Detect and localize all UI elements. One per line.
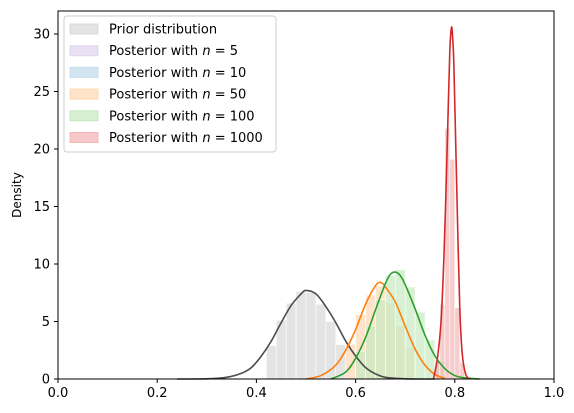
legend-swatch [69, 66, 99, 78]
histogram-bar-series-0 [266, 345, 277, 380]
legend-swatch [69, 23, 99, 35]
y-tick-label: 10 [33, 258, 50, 273]
histogram-bar-series-5 [454, 307, 461, 380]
histogram-bar-series-0 [285, 302, 297, 380]
y-tick-label: 15 [33, 200, 50, 215]
legend-n-variable: n [202, 88, 210, 103]
legend-n-variable: n [202, 131, 210, 146]
legend-swatch [69, 45, 99, 57]
x-tick-label: 0.0 [48, 386, 69, 401]
x-tick-label: 0.6 [345, 386, 366, 401]
x-tick-label: 1.0 [544, 386, 565, 401]
histogram-bar-series-0 [315, 303, 327, 380]
legend-box [63, 15, 277, 153]
y-tick-label: 25 [33, 85, 50, 100]
legend-swatch [69, 132, 99, 143]
histogram-bar-series-5 [449, 159, 456, 380]
legend-entry: Posterior with n = 50 [109, 88, 246, 103]
y-tick-label: 20 [33, 143, 50, 158]
y-tick-label: 0 [42, 373, 50, 388]
x-tick-label: 0.2 [147, 386, 168, 401]
histogram-bar-series-0 [305, 292, 317, 380]
y-axis-label: Density [10, 172, 24, 218]
legend-n-variable: n [202, 66, 210, 81]
histogram-bar-series-4 [404, 286, 416, 380]
legend-swatch [69, 110, 99, 122]
legend-entry: Posterior with n = 100 [109, 109, 255, 124]
histogram-bar-series-4 [385, 275, 396, 380]
legend-entry: Posterior with n = 1000 [109, 131, 263, 146]
density-curve-layer [177, 26, 480, 380]
histogram-bar-series-4 [375, 299, 386, 380]
legend-swatch [69, 88, 99, 100]
y-axis: 0 5 10 15 20 25 30 [33, 28, 58, 388]
density-curve-series-5 [432, 26, 471, 380]
legend: Prior distribution Posterior with n = 5 Po… [63, 15, 277, 153]
x-axis: 0.0 0.2 0.4 0.6 0.8 1.0 [48, 379, 565, 401]
histogram-bar-series-0 [295, 291, 307, 380]
legend-entry: Prior distribution [109, 23, 217, 38]
x-tick-label: 0.4 [246, 386, 267, 401]
plot-frame [57, 10, 555, 380]
density-curve-series-3 [305, 281, 446, 380]
density-curve-series-4 [330, 271, 480, 380]
y-tick-label: 5 [42, 315, 50, 330]
legend-entry: Posterior with n = 10 [109, 66, 246, 81]
x-tick-label: 0.8 [444, 386, 465, 401]
density-curve-series-0 [177, 289, 435, 380]
legend-n-variable: n [202, 44, 210, 59]
legend-entry: Posterior with n = 5 [109, 44, 238, 59]
legend-n-variable: n [202, 109, 210, 124]
y-tick-label: 30 [33, 28, 50, 43]
